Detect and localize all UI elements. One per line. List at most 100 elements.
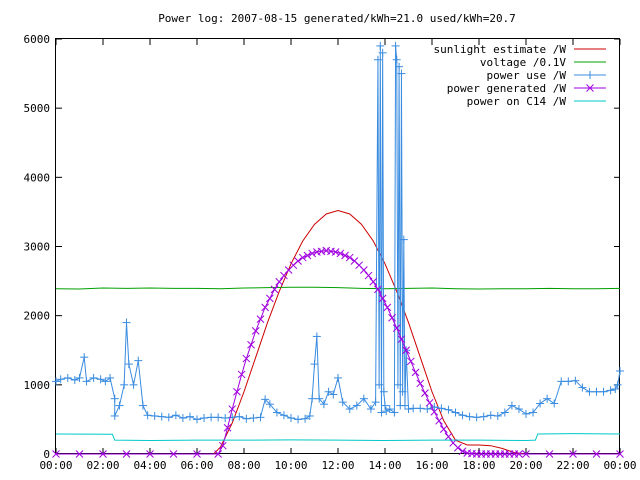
data-point [392, 55, 401, 64]
y-tick-label: 6000 [24, 33, 51, 46]
data-point [70, 375, 79, 384]
series-0 [56, 210, 620, 455]
data-point [334, 373, 342, 382]
data-point [378, 294, 387, 303]
data-point [193, 415, 201, 424]
data-point [146, 450, 154, 458]
data-point [571, 376, 580, 385]
data-point [256, 315, 265, 323]
data-point [305, 411, 314, 420]
data-point [214, 413, 223, 422]
data-point [185, 412, 194, 421]
data-point [515, 450, 523, 458]
data-point [416, 379, 425, 388]
data-point [63, 373, 72, 382]
data-point [397, 69, 406, 78]
y-tick-label: 4000 [24, 171, 51, 184]
data-point [616, 367, 624, 375]
data-point [557, 377, 566, 386]
data-point [228, 405, 237, 413]
data-point [352, 401, 361, 410]
x-tick-label: 02:00 [86, 459, 119, 472]
series-line [56, 210, 620, 455]
data-point [308, 249, 317, 258]
y-tick-label: 2000 [24, 310, 51, 323]
data-point [310, 360, 319, 369]
data-point [272, 408, 281, 417]
x-tick-label: 08:00 [227, 459, 260, 472]
data-point [221, 414, 230, 423]
data-point [536, 399, 545, 408]
data-point [406, 357, 415, 366]
data-point [435, 416, 443, 425]
x-tick-label: 14:00 [368, 459, 401, 472]
data-point [75, 450, 84, 458]
data-point [122, 450, 131, 458]
data-point [404, 405, 413, 414]
legend-marker [586, 84, 594, 92]
data-point [265, 294, 274, 303]
data-point [416, 404, 425, 413]
x-tick-label: 10:00 [274, 459, 307, 472]
data-point [379, 387, 388, 396]
data-point [275, 277, 284, 286]
data-point [331, 248, 340, 256]
x-tick-label: 20:00 [509, 459, 542, 472]
data-point [249, 414, 258, 423]
data-point [592, 450, 601, 458]
data-point [382, 407, 391, 416]
data-point [529, 408, 538, 417]
data-point [458, 447, 467, 456]
data-point [329, 390, 338, 399]
data-point [391, 41, 400, 50]
data-point [376, 41, 385, 50]
data-point [228, 413, 237, 422]
data-point [169, 450, 178, 458]
data-point [437, 404, 446, 413]
data-point [550, 399, 559, 408]
data-point [359, 266, 368, 274]
data-point [315, 394, 324, 403]
x-tick-label: 12:00 [321, 459, 354, 472]
data-point [122, 318, 131, 327]
y-tick-label: 1000 [24, 379, 51, 392]
data-point [265, 400, 274, 409]
data-point [218, 441, 227, 450]
data-point [115, 401, 124, 410]
data-point [444, 405, 453, 414]
data-point [120, 380, 129, 389]
data-point [303, 251, 312, 260]
data-point [393, 380, 402, 389]
data-point [522, 450, 530, 458]
data-point [237, 370, 246, 379]
data-point [270, 285, 279, 294]
data-point [383, 303, 392, 312]
data-point [336, 249, 345, 258]
data-point [308, 394, 317, 403]
data-point [423, 405, 432, 414]
x-tick-label: 04:00 [133, 459, 166, 472]
series-line [55, 286, 621, 290]
data-point [89, 373, 98, 382]
data-point [82, 377, 91, 386]
series-layer [52, 41, 624, 458]
data-point [421, 389, 429, 397]
data-point [409, 404, 418, 413]
data-point [451, 408, 460, 417]
data-point [124, 360, 133, 369]
data-point [569, 450, 577, 458]
data-point [507, 401, 516, 410]
data-point [364, 271, 373, 280]
data-point [129, 380, 138, 389]
series-line [55, 433, 621, 442]
y-tick-label: 0 [43, 448, 50, 461]
legend-label: voltage /0.1V [480, 56, 566, 69]
data-point [486, 411, 495, 420]
legend-label: sunlight estimate /W [434, 43, 567, 56]
x-tick-label: 00:00 [603, 459, 636, 472]
data-point [479, 412, 488, 421]
data-point [395, 62, 404, 71]
data-point [138, 401, 147, 410]
x-tick-label: 16:00 [415, 459, 448, 472]
data-point [465, 412, 474, 421]
